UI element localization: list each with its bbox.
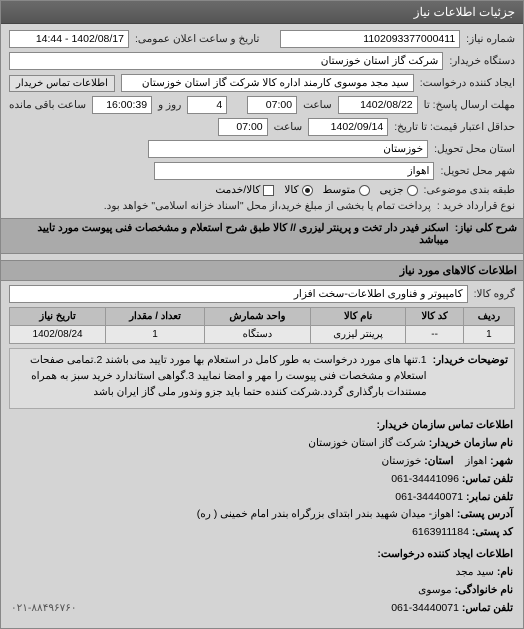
- group-label: گروه کالا:: [474, 288, 515, 300]
- c-post: 6163911184: [412, 526, 469, 538]
- titlebar: جزئیات اطلاعات نیاز: [1, 1, 523, 24]
- c-org: شرکت گاز استان خوزستان: [308, 437, 426, 449]
- cell-code: --: [406, 326, 463, 344]
- c-city: اهواز: [465, 455, 487, 467]
- creator-field: سید مجد موسوی کارمند اداره کالا شرکت گاز…: [121, 74, 414, 92]
- province-label: استان محل تحویل:: [434, 143, 515, 155]
- th-qty: تعداد / مقدار: [106, 308, 205, 326]
- th-name: نام کالا: [310, 308, 405, 326]
- opt-medium[interactable]: متوسط: [323, 184, 370, 196]
- cr-phone-label: تلفن تماس:: [462, 602, 513, 614]
- c-fax-label: تلفن نمابر:: [466, 491, 513, 503]
- req-no-label: شماره نیاز:: [466, 33, 515, 45]
- opt-all[interactable]: کالا: [284, 184, 312, 196]
- th-row: ردیف: [463, 308, 514, 326]
- cell-unit: دستگاه: [204, 326, 310, 344]
- c-fax: 34440071-061: [395, 491, 463, 503]
- deadline-time: 07:00: [247, 96, 297, 114]
- section-items-head: اطلاعات کالاهای مورد نیاز: [1, 260, 523, 281]
- quote-until-time: 07:00: [218, 118, 268, 136]
- pub-datetime-field: 1402/08/17 - 14:44: [9, 30, 129, 48]
- desc-title: شرح کلی نیاز:: [455, 222, 517, 246]
- remain-time: 16:00:39: [92, 96, 152, 114]
- c-prov-label: استان:: [424, 455, 453, 467]
- c-org-label: نام سازمان خریدار:: [429, 437, 513, 449]
- deadline-date: 1402/08/22: [338, 96, 418, 114]
- buyer-org-field: شرکت گاز استان خوزستان: [9, 52, 443, 70]
- pkg-options: جزیی متوسط کالا کالا/خدمت: [215, 184, 417, 196]
- cr-name-label: نام:: [497, 566, 513, 578]
- city-label: شهر محل تحویل:: [440, 165, 515, 177]
- c-post-label: کد پستی:: [472, 526, 513, 538]
- payment-note: پرداخت تمام یا بخشی از مبلغ خرید،از محل …: [9, 200, 431, 212]
- pub-datetime-label: تاریخ و ساعت اعلان عمومی:: [135, 33, 259, 45]
- th-code: کد کالا: [406, 308, 463, 326]
- cell-row: 1: [463, 326, 514, 344]
- section-desc-head: شرح کلی نیاز: اسکنر فیدر دار تخت و پرینت…: [1, 218, 523, 254]
- quote-until-date: 1402/09/14: [308, 118, 388, 136]
- table-header-row: ردیف کد کالا نام کالا واحد شمارش تعداد /…: [10, 308, 515, 326]
- th-unit: واحد شمارش: [204, 308, 310, 326]
- contact-title: اطلاعات تماس سازمان خریدار:: [11, 417, 513, 435]
- buyer-org-label: دستگاه خریدار:: [449, 55, 515, 67]
- th-date: تاریخ نیاز: [10, 308, 106, 326]
- cell-date: 1402/08/24: [10, 326, 106, 344]
- time-label-1: ساعت: [303, 99, 332, 111]
- req-no-field: 1102093377000411: [280, 30, 460, 48]
- remain-days: 4: [187, 96, 227, 114]
- c-phone: 34441096-061: [391, 473, 459, 485]
- province-field: خوزستان: [148, 140, 428, 158]
- contact-section: اطلاعات تماس سازمان خریدار: نام سازمان خ…: [9, 413, 515, 621]
- opt-partial[interactable]: جزیی: [380, 184, 418, 196]
- cr-family: موسوی: [418, 584, 452, 596]
- group-field: کامپیوتر و فناوری اطلاعات-سخت افزار: [9, 285, 468, 303]
- content: شماره نیاز: 1102093377000411 تاریخ و ساع…: [1, 24, 523, 628]
- c-city-label: شهر:: [490, 455, 513, 467]
- buyer-note-label: توضیحات خریدار:: [433, 353, 508, 400]
- opt-service[interactable]: کالا/خدمت: [215, 184, 274, 196]
- cell-qty: 1: [106, 326, 205, 344]
- creator-label: ایجاد کننده درخواست:: [420, 77, 515, 89]
- city-field: اهواز: [154, 162, 434, 180]
- buyer-note-box: توضیحات خریدار: 1.تنها های مورد درخواست …: [9, 348, 515, 409]
- c-phone-label: تلفن تماس:: [462, 473, 513, 485]
- time-label-2: ساعت: [274, 121, 303, 133]
- pkg-label: طبقه بندی موضوعی:: [424, 184, 515, 196]
- buyer-note-text: 1.تنها های مورد درخواست به طور کامل در ا…: [16, 353, 427, 400]
- cr-phone: 34440071-061: [391, 602, 459, 614]
- deadline-label: مهلت ارسال پاسخ: تا: [424, 99, 515, 111]
- footer-phone: ۰۲۱-۸۸۴۹۶۷۶۰: [11, 600, 77, 618]
- c-addr: اهواز- میدان شهید بندر ابتدای بزرگراه بن…: [197, 508, 454, 520]
- payment-label: نوع قرارداد خرید :: [437, 200, 515, 212]
- quote-until-label: حداقل اعتبار قیمت: تا تاریخ:: [394, 121, 515, 133]
- window: جزئیات اطلاعات نیاز شماره نیاز: 11020933…: [0, 0, 524, 629]
- window-title: جزئیات اطلاعات نیاز: [414, 5, 515, 19]
- c-prov: خوزستان: [382, 455, 422, 467]
- c-addr-label: آدرس پستی:: [457, 508, 513, 520]
- cell-name: پرینتر لیزری: [310, 326, 405, 344]
- creator-title: اطلاعات ایجاد کننده درخواست:: [11, 546, 513, 564]
- table-row: 1 -- پرینتر لیزری دستگاه 1 1402/08/24: [10, 326, 515, 344]
- items-table: ردیف کد کالا نام کالا واحد شمارش تعداد /…: [9, 307, 515, 344]
- desc-text: اسکنر فیدر دار تخت و پرینتر لیزری // کال…: [7, 222, 449, 246]
- contact-button[interactable]: اطلاعات تماس خریدار: [9, 75, 115, 92]
- cr-family-label: نام خانوادگی:: [455, 584, 513, 596]
- days-label: روز و: [158, 99, 181, 111]
- cr-name: سید مجد: [456, 566, 494, 578]
- remain-label: ساعت باقی مانده: [9, 99, 86, 111]
